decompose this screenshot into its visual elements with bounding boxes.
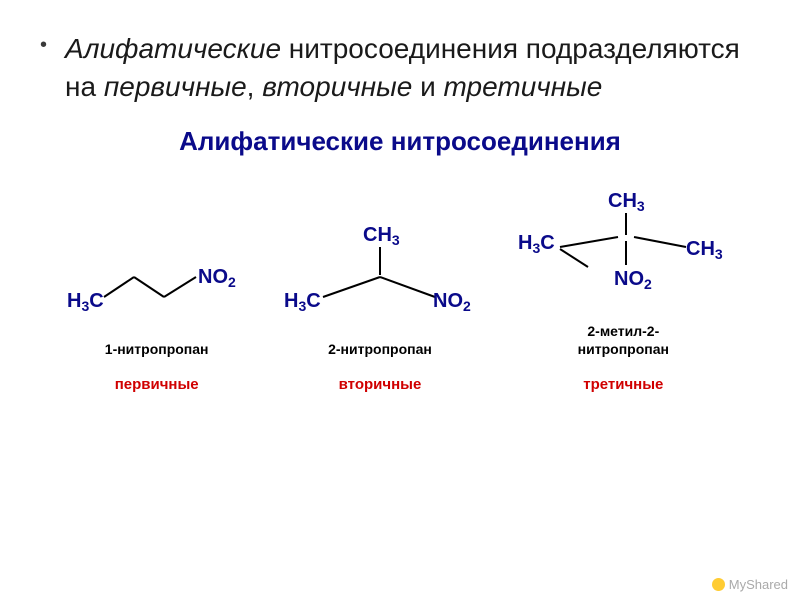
svg-text:H3C: H3C [518,232,555,256]
watermark-icon [712,578,725,591]
svg-text:CH3: CH3 [686,238,723,262]
bullet-icon: • [40,34,47,57]
molecule-1: H3C NO2 1-нитропропан первичные [62,205,252,393]
mol-type-2: вторичные [339,376,422,393]
structure-2: CH3 H3C NO2 [275,205,485,325]
heading-italic-prefix: Алифатические [65,33,281,64]
molecules-row: H3C NO2 1-нитропропан первичные CH3 H3C … [40,187,760,393]
heading-text: Алифатические нитросоединения подразделя… [65,30,760,106]
watermark-text: MyShared [729,577,788,592]
structure-svg-2: CH3 H3C NO2 [275,205,485,325]
mol-type-3: третичные [583,376,663,393]
heading-block: • Алифатические нитросоединения подразде… [40,30,760,106]
subtitle: Алифатические нитросоединения [40,126,760,157]
svg-text:H3C: H3C [284,290,321,314]
structure-svg-1: H3C NO2 [62,205,252,325]
heading-sep1: , [247,71,263,102]
svg-text:CH3: CH3 [363,224,400,248]
mol-name-1: 1-нитропропан [105,340,209,358]
svg-text:NO2: NO2 [614,268,652,292]
svg-text:NO2: NO2 [433,290,471,314]
mol-type-1: первичные [115,376,199,393]
mol-name-2: 2-нитропропан [328,340,432,358]
molecule-3: CH3 H3C CH3 NO2 2-метил-2- нитропропан т… [508,187,738,393]
structure-svg-3: CH3 H3C CH3 NO2 [508,177,738,307]
structure-3: CH3 H3C CH3 NO2 [508,187,738,307]
svg-text:CH3: CH3 [608,190,645,214]
svg-text:NO2: NO2 [198,266,236,290]
structure-1: H3C NO2 [62,205,252,325]
mol-name-3: 2-метил-2- нитропропан [578,322,669,358]
heading-sep2: и [412,71,443,102]
heading-p1: первичные [104,71,247,102]
watermark: MyShared [712,577,788,592]
svg-text:H3C: H3C [67,290,104,314]
heading-p2: вторичные [262,71,412,102]
molecule-2: CH3 H3C NO2 2-нитропропан вторичные [275,205,485,393]
heading-p3: третичные [444,71,603,102]
